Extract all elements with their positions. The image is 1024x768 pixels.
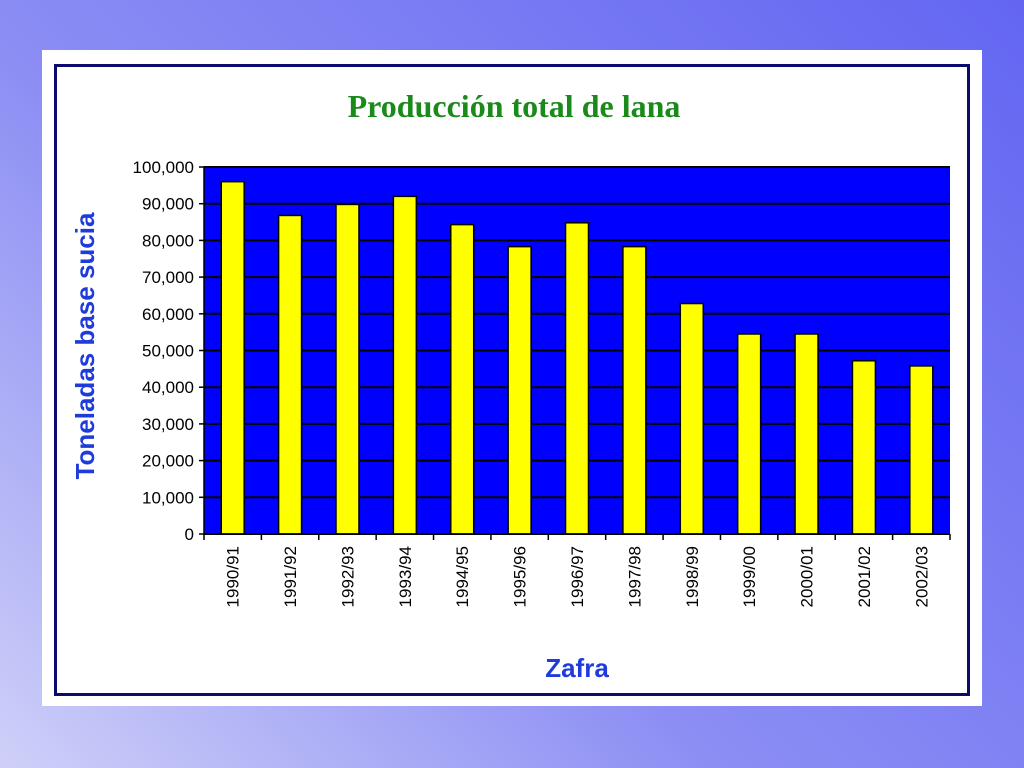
x-tick-label: 1991/92 <box>281 546 300 607</box>
bar <box>335 203 360 535</box>
bar <box>794 333 819 535</box>
bars <box>220 180 934 535</box>
x-tick-label: 2000/01 <box>798 546 817 607</box>
bar <box>220 180 245 535</box>
x-tick-label: 1998/99 <box>683 546 702 607</box>
bar <box>679 302 704 535</box>
y-tick-label: 70,000 <box>142 268 194 287</box>
y-tick-label: 90,000 <box>142 195 194 214</box>
bar <box>851 360 877 535</box>
x-tick-label: 1992/93 <box>338 546 357 607</box>
bar <box>564 222 590 535</box>
x-tick-label: 2001/02 <box>855 546 874 607</box>
y-axis: 0 10,000 20,000 30,000 40,000 50,000 60,000 70,… <box>133 158 205 544</box>
x-tick-label: 1995/96 <box>511 546 530 607</box>
x-tick-label: 1996/97 <box>568 546 587 607</box>
y-axis-title: Toneladas base sucia <box>70 212 100 479</box>
y-tick-label: 60,000 <box>142 305 194 324</box>
bar <box>507 245 532 535</box>
y-tick-label: 0 <box>185 525 194 544</box>
bar <box>909 365 934 535</box>
y-tick-label: 50,000 <box>142 342 194 361</box>
x-tick-label: 1994/95 <box>453 546 472 607</box>
x-tick-label: 1990/91 <box>224 546 243 607</box>
y-tick-label: 20,000 <box>142 452 194 471</box>
x-axis-title: Zafra <box>545 653 609 683</box>
bar <box>277 214 303 535</box>
y-tick-label: 40,000 <box>142 378 194 397</box>
chart-title: Producción total de lana <box>348 88 681 124</box>
x-axis: 1990/91 1991/92 1992/93 1993/94 1994/95 1995/… <box>203 533 951 607</box>
bar <box>736 333 762 535</box>
x-tick-label: 1999/00 <box>740 546 759 607</box>
x-tick-label: 2002/03 <box>912 546 931 607</box>
bar <box>450 223 475 535</box>
x-tick-label: 1993/94 <box>396 546 415 607</box>
y-tick-label: 30,000 <box>142 415 194 434</box>
bar <box>622 245 647 535</box>
y-tick-label: 80,000 <box>142 231 194 250</box>
bar <box>392 195 418 535</box>
x-tick-label: 1997/98 <box>625 546 644 607</box>
y-tick-label: 10,000 <box>142 488 194 507</box>
y-tick-label: 100,000 <box>133 158 194 177</box>
